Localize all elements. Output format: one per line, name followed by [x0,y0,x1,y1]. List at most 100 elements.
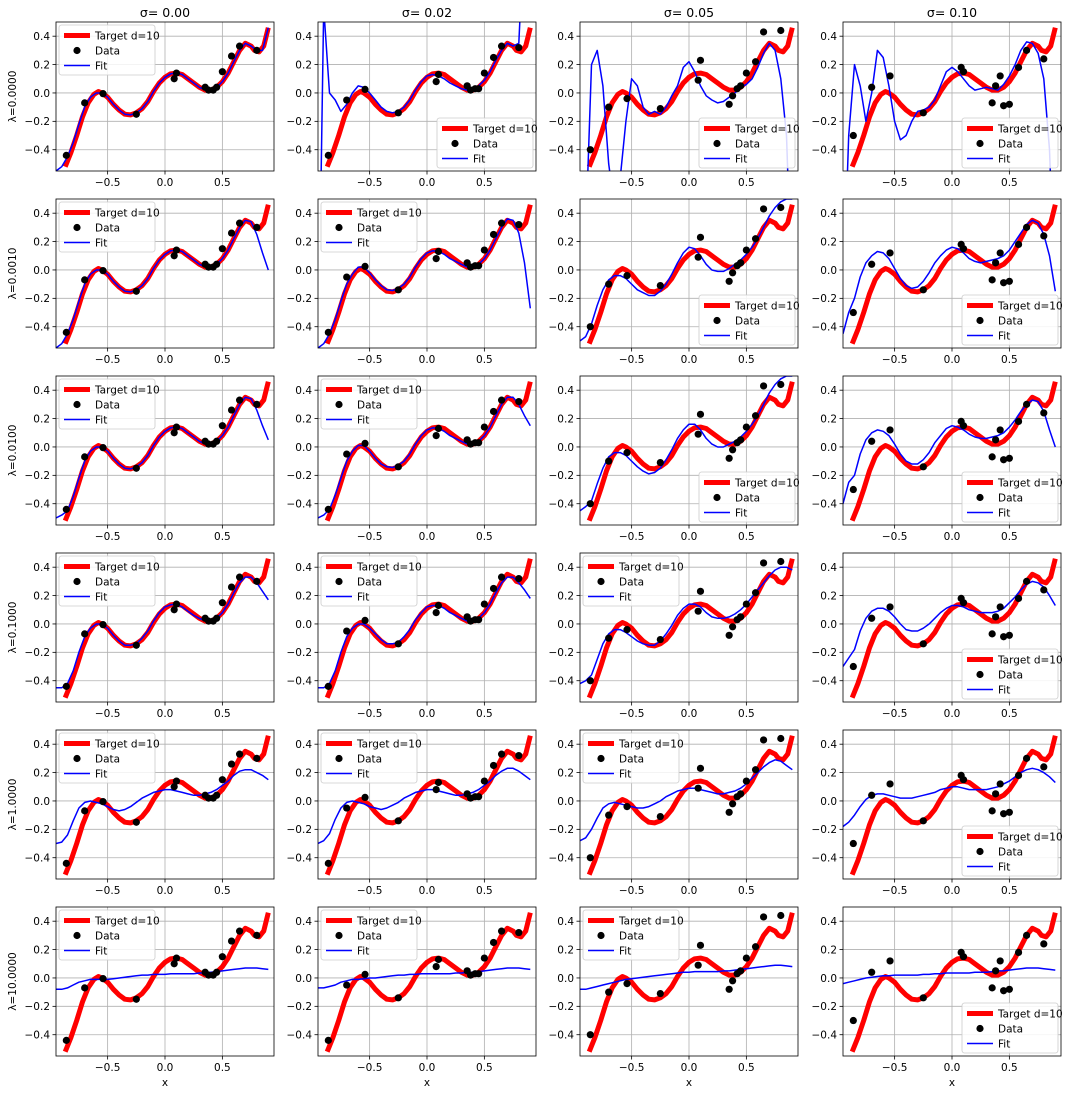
data-point [434,424,443,433]
data-point [170,960,178,968]
target-curve [586,735,795,876]
subplot-r4-c1: −0.5 0.0 0.5 −0.4 −0.2 0.0 0.2 0.4 Target d=10 Da… [7,552,275,720]
data-point [1022,577,1031,585]
data-point [694,76,702,84]
data-point [475,970,483,978]
x-tick-label: −0.5 [882,531,908,543]
data-point [1000,279,1008,287]
fit-curve [846,41,1052,171]
y-tick-label: 0.2 [295,236,312,248]
legend-target-label: Target d=10 [356,384,422,396]
target-curve [586,912,795,1053]
data-point [623,980,631,988]
y-tick-label: −0.2 [287,116,313,128]
y-tick-label: −0.4 [25,499,51,511]
y-tick-label: 0.4 [820,739,837,751]
y-tick-label: 0.2 [295,944,312,956]
data-point [62,682,70,690]
legend-data-swatch [335,931,343,940]
x-tick-label: −0.5 [95,354,121,366]
subplot-r2-c4: −0.5 0.0 0.5 −0.4 −0.2 0.0 0.2 0.4 Target d=10 Da… [812,198,1063,366]
data-point [729,800,737,808]
y-tick-label: 0.4 [295,916,312,928]
data-point [849,1016,857,1025]
y-tick-label: −0.4 [25,853,51,865]
data-point [868,791,876,799]
legend-fit-label: Fit [619,591,631,603]
x-tick-label: 0.0 [419,1062,436,1074]
legend: Target d=10 Data Fit [961,471,1063,523]
x-tick-label: 0.0 [681,354,698,366]
y-tick-label: 0.2 [820,413,837,425]
data-point [170,75,178,83]
y-tick-label: 0.0 [820,265,837,277]
plot-content [318,558,533,699]
x-tick-label: −0.5 [882,885,908,897]
data-point [1014,63,1023,72]
data-point [480,423,488,431]
x-tick-label: −0.5 [882,708,908,720]
data-point [729,623,737,631]
data-point [586,323,594,331]
legend-data-label: Data [998,138,1023,150]
y-tick-label: 0.0 [295,442,312,454]
data-point [868,968,876,976]
legend-data-swatch [976,1024,984,1033]
y-tick-label: 0.4 [295,385,312,397]
legend-data-label: Data [95,399,120,411]
legend-data-swatch [597,754,605,763]
y-tick-label: 0.2 [33,413,50,425]
y-tick-label: −0.4 [25,1030,51,1042]
y-tick-label: −0.4 [812,1030,838,1042]
data-point [324,682,332,690]
data-point [132,641,140,649]
y-tick-label: 0.4 [33,916,50,928]
x-tick-label: 0.0 [419,885,436,897]
data-point [992,967,1000,975]
row-label: λ=0.0100 [7,425,19,477]
data-point [751,58,760,66]
fit-curve [56,576,269,689]
y-tick-label: 0.2 [295,590,312,602]
legend-target-label: Target d=10 [997,123,1063,135]
data-point [1040,763,1048,771]
x-tick-label: 0.5 [1001,177,1018,189]
plot-content [843,558,1058,699]
x-tick-label: −0.5 [357,1062,383,1074]
data-point [919,109,927,117]
y-tick-label: 0.2 [557,59,574,71]
legend-data-swatch [335,400,343,409]
data-point [213,83,221,91]
data-point [235,573,244,581]
data-point [751,943,760,951]
data-point [343,273,351,281]
data-point [919,640,927,648]
data-point [605,103,613,111]
data-point [218,776,226,784]
x-tick-label: 0.0 [944,354,961,366]
y-tick-label: 0.4 [295,31,312,43]
data-point [343,450,351,458]
x-tick-label: 0.0 [419,531,436,543]
data-point [218,245,226,253]
data-point [996,249,1004,257]
x-tick-label: 0.0 [157,708,174,720]
legend: Target d=10 Data Fit [961,648,1063,700]
target-curve [324,912,533,1053]
data-point [777,734,785,743]
data-point [959,599,968,607]
data-point [623,95,631,103]
data-point [235,750,244,758]
data-point [132,110,140,118]
data-point [605,280,613,288]
x-tick-label: 0.5 [476,1062,493,1074]
legend: Target d=10 Data Fit [320,732,422,784]
x-tick-label: 0.5 [214,708,231,720]
y-tick-label: 0.0 [557,265,574,277]
y-tick-label: −0.2 [812,1001,838,1013]
data-point [432,786,440,794]
data-point [218,422,226,430]
y-tick-label: −0.2 [25,116,51,128]
data-point [737,82,745,90]
x-tick-label: 0.0 [944,531,961,543]
